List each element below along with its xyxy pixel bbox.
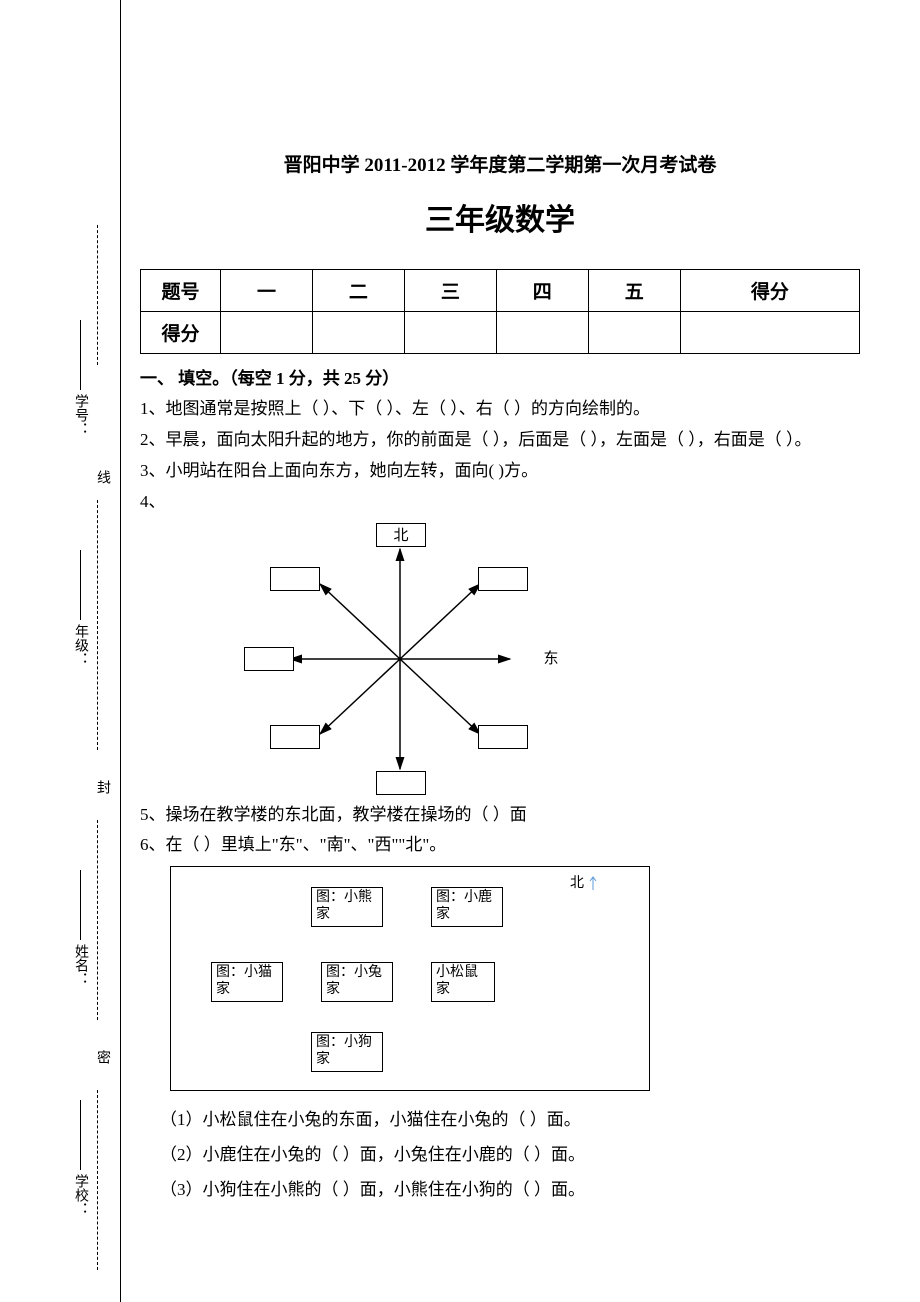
binding-margin: 学校： 姓名： 年级： 学号： 线 封 密 [20, 0, 120, 1302]
question-1: 1、地图通常是按照上（ ）、下（ ）、左（ ）、右（ ）的方向绘制的。 [140, 395, 860, 424]
dash-seg [97, 1090, 98, 1270]
sub-question-1: （1）小松鼠住在小兔的东面，小猫住在小兔的（ ）面。 [160, 1105, 860, 1130]
th-score: 得分 [680, 270, 859, 312]
animal-cat: 图：小猫家 [211, 962, 283, 1002]
north-marker: 北 [570, 872, 598, 892]
question-3: 3、小明站在阳台上面向东方，她向左转，面向( )方。 [140, 457, 860, 486]
th-5: 五 [588, 270, 680, 312]
compass-south-box [376, 771, 426, 795]
compass-w-box [244, 647, 294, 671]
animals-diagram: 图：小熊家 图：小鹿家 图：小猫家 图：小兔家 小松鼠家 图：小狗家 [170, 866, 650, 1091]
margin-class: 年级： [70, 550, 90, 666]
document-content: 晋阳中学 2011-2012 学年度第二学期第一次月考试卷 三年级数学 题号 一… [140, 150, 860, 1210]
score-cell [312, 312, 404, 354]
compass-ne-box [478, 567, 528, 591]
compass-nw-box [270, 567, 320, 591]
margin-school: 学校： [70, 1100, 90, 1216]
question-5: 5、操场在教学楼的东北面，教学楼在操场的（ ）面 [140, 801, 860, 830]
score-cell [496, 312, 588, 354]
vertical-margin-line [120, 0, 121, 1302]
table-row: 得分 [141, 312, 860, 354]
compass-north-box: 北 [376, 523, 426, 547]
sub-question-3: （3）小狗住在小熊的（ ）面，小熊住在小狗的（ ）面。 [160, 1175, 860, 1200]
score-cell [404, 312, 496, 354]
th-3: 三 [404, 270, 496, 312]
cutline-mi: 密 [92, 1050, 112, 1064]
th-4: 四 [496, 270, 588, 312]
dash-seg [97, 820, 98, 1020]
compass-diagram: 北 东 [200, 519, 600, 799]
animal-bear: 图：小熊家 [311, 887, 383, 927]
animal-rabbit: 图：小兔家 [321, 962, 393, 1002]
animal-deer: 图：小鹿家 [431, 887, 503, 927]
margin-number: 学号： [70, 320, 90, 436]
animal-squirrel: 小松鼠家 [431, 962, 495, 1002]
animal-dog: 图：小狗家 [311, 1032, 383, 1072]
section1-header: 一、 填空。（每空 1 分，共 25 分） [140, 364, 860, 389]
th-2: 二 [312, 270, 404, 312]
compass-se-box [478, 725, 528, 749]
score-table: 题号 一 二 三 四 五 得分 得分 [140, 269, 860, 354]
dash-seg [97, 500, 98, 750]
sub-question-2: （2）小鹿住在小兔的（ ）面，小兔住在小鹿的（ ）面。 [160, 1140, 860, 1165]
score-cell [588, 312, 680, 354]
compass-sw-box [270, 725, 320, 749]
cutline-xian: 线 [92, 470, 112, 484]
score-cell [680, 312, 859, 354]
th-1: 一 [221, 270, 313, 312]
exam-title-line2: 三年级数学 [140, 195, 860, 239]
row2-label: 得分 [141, 312, 221, 354]
exam-title-line1: 晋阳中学 2011-2012 学年度第二学期第一次月考试卷 [140, 150, 860, 177]
compass-east-label: 东 [526, 647, 576, 671]
dash-seg [97, 225, 98, 365]
th-label: 题号 [141, 270, 221, 312]
score-cell [221, 312, 313, 354]
table-row: 题号 一 二 三 四 五 得分 [141, 270, 860, 312]
cutline-feng: 封 [92, 780, 112, 794]
question-6: 6、在（ ）里填上"东"、"南"、"西""北"。 [140, 831, 860, 860]
north-arrow-icon [588, 876, 598, 892]
margin-name: 姓名： [70, 870, 90, 986]
question-4: 4、 [140, 488, 860, 517]
question-2: 2、早晨，面向太阳升起的地方，你的前面是（ ），后面是（ ），左面是（ ），右面… [140, 426, 860, 455]
